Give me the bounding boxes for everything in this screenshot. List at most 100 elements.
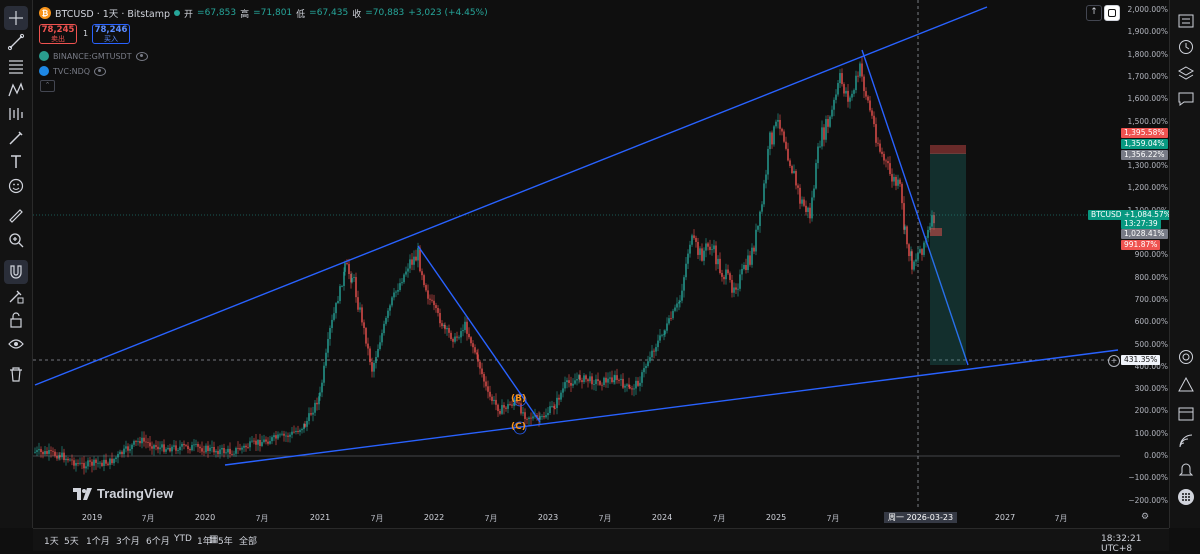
indicator-ndq[interactable]: TVC:NDQ: [39, 66, 107, 76]
target-icon[interactable]: [1175, 346, 1197, 368]
range-button[interactable]: 5天: [64, 537, 79, 547]
eye-icon[interactable]: [135, 51, 148, 61]
falling-trendline-2022[interactable]: [417, 245, 541, 423]
candle-body: [616, 375, 618, 380]
falling-trendline-2025[interactable]: [861, 49, 969, 366]
candle-body: [683, 277, 685, 291]
eye-icon[interactable]: [94, 66, 107, 76]
candle-body: [526, 418, 528, 420]
ideas-icon[interactable]: [1175, 374, 1197, 396]
candle-body: [739, 274, 741, 289]
notifications-bell-icon[interactable]: [1175, 458, 1197, 480]
price-axis-label: 1,500.00%: [1127, 116, 1168, 126]
range-button[interactable]: 全部: [239, 537, 258, 547]
wave-label-b[interactable]: (B): [511, 394, 527, 404]
price-axis[interactable]: 2,000.00% 1,900.00% 1,800.00% 1,700.00% 1,60…: [1098, 0, 1168, 528]
lock-drawings-icon[interactable]: [4, 284, 28, 308]
layers-icon[interactable]: [1175, 62, 1197, 84]
symbol-legend[interactable]: ₿ BTCUSD · 1天 · Bitstamp 开 =67,853 高 =71,8…: [39, 6, 488, 20]
clock[interactable]: 18:32:21 UTC+8: [1101, 534, 1142, 554]
brush-tool-icon[interactable]: [4, 126, 28, 150]
candle-body: [297, 430, 299, 432]
candle-body: [127, 446, 129, 451]
candle-body: [339, 286, 341, 301]
chart-canvas[interactable]: [33, 0, 1168, 528]
collapse-legend-chevron-icon[interactable]: ⌃: [40, 80, 55, 92]
candle-body: [337, 300, 339, 304]
wave-c-marker[interactable]: [513, 421, 527, 435]
candle-body: [670, 318, 672, 319]
stop-zone[interactable]: [930, 228, 942, 236]
candle-body: [355, 277, 357, 298]
candle-body: [666, 323, 668, 331]
magnet-icon[interactable]: [4, 260, 28, 284]
watchlist-icon[interactable]: [1175, 10, 1197, 32]
wave-b-marker[interactable]: [513, 393, 527, 407]
emoji-tool-icon[interactable]: [4, 174, 28, 198]
long-position-profit-zone[interactable]: [930, 153, 966, 365]
candle-body: [819, 146, 821, 148]
calendar-icon[interactable]: ▦: [209, 534, 219, 545]
close-label: 收: [352, 9, 362, 20]
long-position-loss-zone[interactable]: [930, 145, 966, 154]
candle-body: [757, 225, 759, 230]
candle-body: [877, 142, 879, 144]
lock-icon[interactable]: [4, 308, 28, 332]
price-axis-label: 1,800.00%: [1127, 49, 1168, 59]
alerts-clock-icon[interactable]: [1175, 36, 1197, 58]
fib-tool-icon[interactable]: [4, 54, 28, 78]
candle-body: [119, 451, 121, 454]
range-button[interactable]: 1个月: [86, 537, 110, 547]
candle-body: [306, 420, 308, 427]
axis-settings-gear-icon[interactable]: ⚙: [1141, 512, 1150, 522]
lower-channel-trendline[interactable]: [224, 349, 1119, 466]
candle-body: [101, 462, 103, 466]
price-axis-label: 1,200.00%: [1127, 183, 1168, 193]
candle-body: [493, 399, 495, 401]
candle-body: [468, 333, 470, 338]
tag-crosshair-price: 431.35%: [1121, 355, 1161, 365]
price-axis-label: 900.00%: [1134, 250, 1168, 260]
range-button[interactable]: 5年: [218, 537, 233, 547]
candle-body: [431, 299, 433, 301]
range-button[interactable]: 1年: [197, 537, 212, 547]
pattern-tool-icon[interactable]: [4, 78, 28, 102]
symbol-title[interactable]: BTCUSD · 1天 · Bitstamp: [55, 9, 171, 20]
indicator-gmtusdt[interactable]: BINANCE:GMTUSDT: [39, 51, 148, 61]
candle-body: [585, 375, 587, 380]
candle-body: [61, 452, 63, 458]
candle-body: [273, 435, 275, 438]
add-alert-plus-icon[interactable]: +: [1108, 355, 1120, 367]
chart-pane[interactable]: ₿ BTCUSD · 1天 · Bitstamp 开 =67,853 高 =71,8…: [33, 0, 1168, 528]
upper-channel-trendline[interactable]: [34, 6, 988, 386]
range-button[interactable]: 3个月: [116, 537, 140, 547]
trend-line-tool-icon[interactable]: [4, 30, 28, 54]
range-button[interactable]: 1天: [44, 537, 59, 547]
chat-icon[interactable]: [1175, 88, 1197, 110]
zoom-in-icon[interactable]: [4, 228, 28, 252]
text-tool-icon[interactable]: [4, 150, 28, 174]
sell-button[interactable]: 78,245 卖出: [39, 24, 77, 44]
buy-button[interactable]: 78,246 买入: [92, 24, 130, 44]
wave-label-c[interactable]: (C): [511, 422, 526, 432]
candle-body: [251, 440, 253, 442]
candle-body: [95, 459, 97, 463]
candle-body: [411, 259, 413, 265]
calendar-events-icon[interactable]: [1175, 402, 1197, 424]
sell-label: 卖出: [51, 35, 65, 43]
more-apps-icon[interactable]: [1175, 486, 1197, 508]
broadcast-icon[interactable]: [1175, 430, 1197, 452]
forecast-tool-icon[interactable]: [4, 102, 28, 126]
candle-body: [167, 447, 169, 450]
candle-body: [593, 384, 595, 385]
ruler-tool-icon[interactable]: [4, 204, 28, 228]
arrow-up-icon[interactable]: ↑: [1086, 5, 1102, 21]
candle-body: [679, 300, 681, 303]
hide-drawings-icon[interactable]: [4, 332, 28, 356]
tradingview-logo: TradingView: [73, 486, 173, 501]
trash-icon[interactable]: [4, 362, 28, 386]
crosshair-tool-icon[interactable]: [4, 6, 28, 30]
screenshot-icon[interactable]: [1104, 5, 1120, 21]
range-button[interactable]: 6个月: [146, 537, 170, 547]
range-button[interactable]: YTD: [174, 534, 192, 544]
